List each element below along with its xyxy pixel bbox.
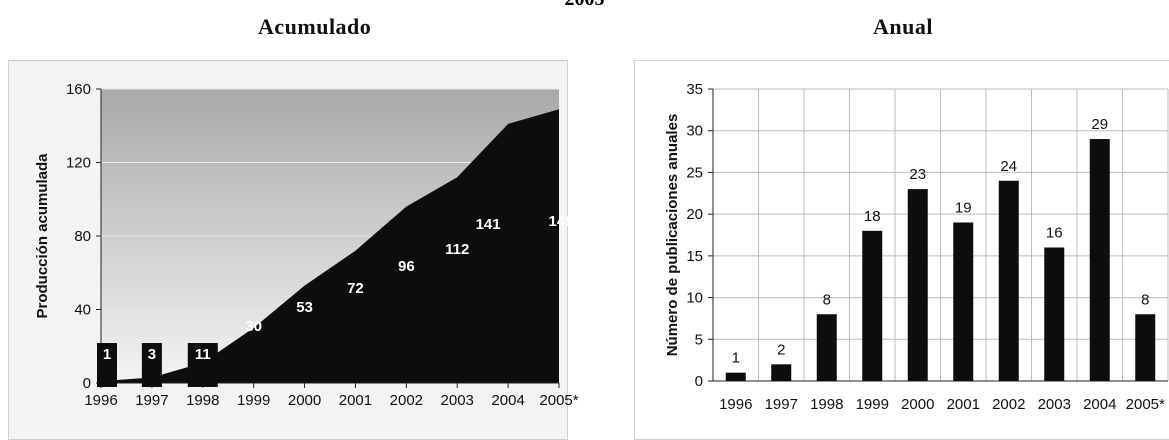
x-tick-label-2001: 2001	[947, 396, 980, 413]
cumulative-area-chart: 0 40 80 120 160 1996 1997 1998 1999 2000 2001 2002 2…	[34, 81, 579, 409]
bar-1998	[816, 314, 837, 381]
data-label-box-1998	[187, 343, 218, 387]
x-tick-label-2005*: 2005*	[539, 392, 578, 409]
bar-2000	[907, 189, 928, 381]
data-label-1998: 11	[195, 346, 211, 363]
y-axis-label: Número de publicaciones anuales	[664, 114, 681, 357]
x-tick-label-1999: 1999	[237, 392, 270, 409]
bar-2003	[1044, 247, 1065, 381]
y-tick-label-35: 35	[686, 81, 703, 98]
data-label-2004: 141	[476, 216, 501, 233]
data-label-2004: 29	[1091, 116, 1108, 133]
x-tick-label-2003: 2003	[1038, 396, 1071, 413]
bar-2001	[953, 222, 974, 381]
annual-bar-chart: 0 5 10 15 20 25 30 35 1 1996 2 1997 8 1998 18 1999 23 200…	[664, 81, 1169, 413]
x-tick-label-2004: 2004	[1083, 396, 1116, 413]
bar-2002	[998, 180, 1019, 381]
y-tick-label-30: 30	[686, 123, 703, 140]
data-label-1996: 1	[103, 346, 111, 363]
annual-chart-panel: 0 5 10 15 20 25 30 35 1 1996 2 1997 8 1998 18 1999 23 200…	[634, 60, 1169, 440]
x-tick-label-2002: 2002	[390, 392, 423, 409]
y-tick-label-40: 40	[74, 302, 91, 319]
y-tick-label-25: 25	[686, 164, 703, 181]
data-label-2002: 24	[1000, 158, 1017, 175]
x-tick-label-2003: 2003	[441, 392, 474, 409]
y-tick-label-15: 15	[686, 248, 703, 265]
data-label-2003: 16	[1046, 225, 1063, 242]
x-tick-label-1997: 1997	[135, 392, 168, 409]
data-label-2005*: 149	[548, 213, 573, 230]
x-tick-label-1996: 1996	[84, 392, 117, 409]
cumulative-chart-panel: 0 40 80 120 160 1996 1997 1998 1999 2000 2001 2002 2…	[8, 60, 579, 440]
y-axis-label: Producción acumulada	[34, 153, 51, 319]
data-label-box-1996	[97, 343, 117, 387]
data-label-1998: 8	[823, 291, 831, 308]
y-tick-label-80: 80	[74, 228, 91, 245]
y-tick-label-120: 120	[66, 155, 91, 172]
bar-2004	[1089, 139, 1110, 381]
x-tick-label-2004: 2004	[491, 392, 524, 409]
data-label-box-1997	[141, 343, 162, 387]
data-label-1996: 1	[732, 350, 740, 367]
left-chart-title: Acumulado	[258, 14, 372, 39]
data-label-1999: 18	[864, 208, 881, 225]
data-label-2001: 72	[347, 280, 364, 297]
bar-2005*	[1135, 314, 1156, 381]
data-label-1997: 2	[777, 341, 785, 358]
y-tick-label-0: 0	[83, 375, 91, 392]
y-tick-label-10: 10	[686, 290, 703, 307]
x-tick-label-2001: 2001	[339, 392, 372, 409]
bar-1999	[862, 230, 883, 381]
data-label-1999: 30	[245, 318, 262, 335]
data-label-2002: 96	[398, 258, 415, 275]
right-chart-title: Anual	[873, 14, 933, 39]
y-tick-label-5: 5	[695, 331, 703, 348]
x-tick-label-1997: 1997	[765, 396, 798, 413]
x-tick-label-2002: 2002	[992, 396, 1025, 413]
x-tick-label-1996: 1996	[719, 396, 752, 413]
x-tick-label-1999: 1999	[856, 396, 889, 413]
data-label-2000: 23	[909, 166, 926, 183]
x-tick-label-2000: 2000	[288, 392, 321, 409]
data-label-2000: 53	[296, 299, 313, 316]
x-tick-label-1998: 1998	[186, 392, 219, 409]
y-tick-label-160: 160	[66, 81, 91, 98]
y-tick-label-20: 20	[686, 206, 703, 223]
cumulative-area	[101, 109, 559, 384]
clipped-header-text: 2005	[0, 0, 1169, 11]
bar-1997	[771, 364, 792, 381]
data-label-1997: 3	[148, 346, 156, 363]
x-tick-label-2000: 2000	[901, 396, 934, 413]
x-tick-label-2005*: 2005*	[1126, 396, 1165, 413]
y-tick-label-0: 0	[695, 373, 703, 390]
x-tick-label-1998: 1998	[810, 396, 843, 413]
data-label-2001: 19	[955, 199, 972, 216]
data-label-2005*: 8	[1141, 291, 1149, 308]
data-label-2003: 112	[445, 241, 469, 258]
bar-1996	[725, 372, 746, 381]
